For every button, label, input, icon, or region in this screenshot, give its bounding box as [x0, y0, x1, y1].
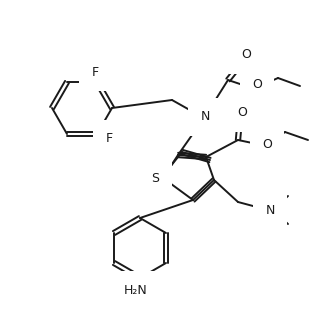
- Text: O: O: [241, 48, 251, 61]
- Text: N: N: [200, 110, 210, 124]
- Text: H₂N: H₂N: [124, 284, 148, 296]
- Text: S: S: [151, 173, 159, 186]
- Text: F: F: [106, 133, 113, 145]
- Text: O: O: [237, 106, 247, 119]
- Text: N: N: [265, 203, 275, 217]
- Text: O: O: [252, 79, 262, 91]
- Text: O: O: [262, 139, 272, 152]
- Text: F: F: [92, 66, 99, 79]
